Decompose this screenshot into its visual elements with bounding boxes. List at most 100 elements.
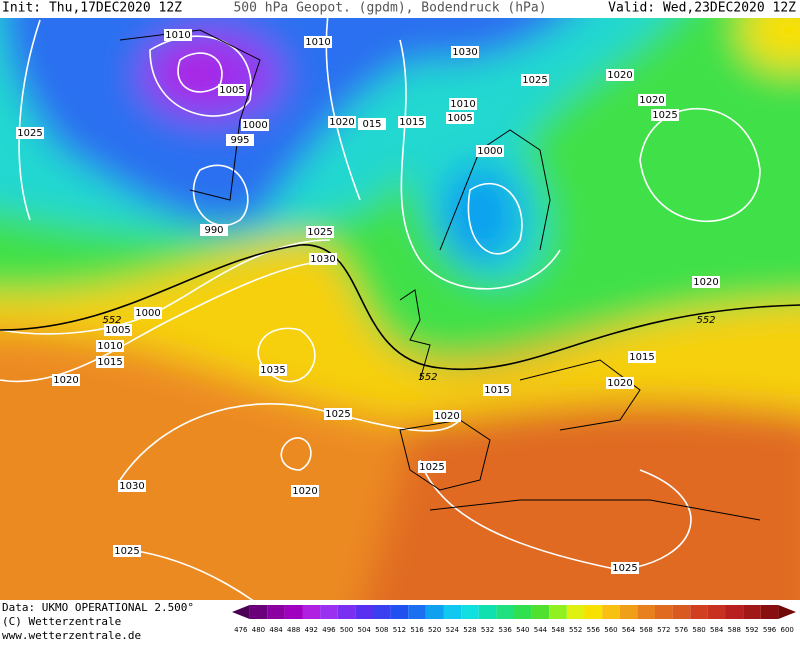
colorbar-swatch (707, 605, 726, 619)
colorbar-swatch (373, 605, 391, 619)
colorbar-label: 552 (569, 626, 582, 634)
colorbar-swatch (425, 605, 444, 619)
coastlines (119, 29, 761, 521)
isobar-label: 1025 (652, 110, 677, 121)
isobar-label: 1025 (522, 75, 547, 86)
isobar-labels: 1010 1010 1030 1025 1020 1005 1020 1025 1025 1000… (16, 29, 720, 574)
colorbar-label: 560 (604, 626, 617, 634)
colorbar-label: 596 (763, 626, 777, 634)
colorbar-swatch (232, 605, 250, 619)
label-box (306, 226, 334, 238)
label-box (692, 276, 720, 288)
isobar-label: 1020 (292, 486, 317, 497)
colorbar-label: 588 (728, 626, 741, 634)
colorbar-label: 576 (675, 626, 689, 634)
isobar-label: 1030 (452, 47, 477, 58)
isobars (0, 0, 760, 640)
colorbar-label: 600 (781, 626, 794, 634)
isobar-label: 1005 (219, 85, 244, 96)
colorbar-label: 564 (622, 626, 636, 634)
label-box (398, 116, 426, 128)
isobar-label: 015 (362, 119, 381, 130)
website: www.wetterzentrale.de (2, 629, 141, 642)
label-box (226, 134, 254, 146)
colorbar-label: 592 (745, 626, 758, 634)
isobar-label: 1000 (135, 308, 160, 319)
isobar-label: 1020 (607, 378, 632, 389)
copyright: (C) Wetterzentrale (2, 615, 121, 628)
label-box (476, 145, 504, 157)
isobar-label: 1025 (419, 462, 444, 473)
isobar-label: 1020 (607, 70, 632, 81)
label-box (241, 119, 269, 131)
colorbar-swatch (743, 605, 761, 619)
label-box (449, 98, 477, 110)
colorbar-swatch (478, 605, 497, 619)
colorbar-label: 556 (587, 626, 601, 634)
colorbar-swatch (778, 605, 796, 619)
label-box (606, 69, 634, 81)
label-box (451, 46, 479, 58)
isobar-label: 995 (230, 135, 249, 146)
isobar-label: 552 (418, 372, 437, 383)
colorbar-label: 528 (463, 626, 476, 634)
colorbar-swatch (725, 605, 744, 619)
isobar-label: 1030 (310, 254, 335, 265)
colorbar-swatch (443, 605, 462, 619)
label-box (638, 94, 666, 106)
colorbar-label: 540 (516, 626, 529, 634)
label-box (113, 545, 141, 557)
colorbar-label: 496 (322, 626, 336, 634)
colorbar: 476 480 484 488 492 496 500 504 508 512 516 520 524 5… (232, 605, 796, 634)
isobar-label: 1005 (447, 113, 472, 124)
label-box (446, 112, 474, 124)
valid-time: Valid: Wed,23DEC2020 12Z (608, 1, 796, 16)
isobar-label: 1025 (612, 563, 637, 574)
colorbar-label: 476 (234, 626, 248, 634)
colorbar-label: 520 (428, 626, 441, 634)
colorbar-swatch (672, 605, 691, 619)
label-box (291, 485, 319, 497)
isobar-label: 1010 (165, 30, 190, 41)
label-box (200, 224, 228, 236)
colorbar-swatch (461, 605, 479, 619)
colorbar-swatch (390, 605, 409, 619)
label-box (118, 480, 146, 492)
map-title: 500 hPa Geopot. (gpdm), Bodendruck (hPa) (233, 1, 546, 16)
isobar-label: 1015 (399, 117, 424, 128)
label-box (358, 118, 386, 130)
colorbar-swatch (655, 605, 673, 619)
colorbar-label: 504 (358, 626, 372, 634)
colorbar-swatch (602, 605, 620, 619)
init-time: Init: Thu,17DEC2020 12Z (2, 1, 182, 16)
label-box (433, 410, 461, 422)
colorbar-label: 536 (499, 626, 513, 634)
label-box (52, 374, 80, 386)
label-box (606, 377, 634, 389)
colorbar-swatch (514, 605, 532, 619)
colorbar-swatch (267, 605, 285, 619)
label-box (16, 127, 44, 139)
label-box (96, 356, 124, 368)
isobar-label: 1000 (477, 146, 502, 157)
data-source: Data: UKMO OPERATIONAL 2.500° (2, 601, 194, 614)
isobar-label: 1025 (325, 409, 350, 420)
colorbar-label: 480 (252, 626, 265, 634)
isobar-label: 1000 (242, 120, 267, 131)
colorbar-label: 548 (551, 626, 564, 634)
colorbar-label: 512 (393, 626, 406, 634)
isobar-label: 1010 (305, 37, 330, 48)
colorbar-swatch (496, 605, 514, 619)
isobar-label: 1015 (629, 352, 654, 363)
label-box (628, 351, 656, 363)
colorbar-label: 544 (534, 626, 548, 634)
isobar-label: 1020 (329, 117, 354, 128)
colorbar-swatch (760, 605, 779, 619)
label-box (218, 84, 246, 96)
label-box (521, 74, 549, 86)
colorbar-swatch (284, 605, 303, 619)
colorbar-label: 572 (657, 626, 670, 634)
